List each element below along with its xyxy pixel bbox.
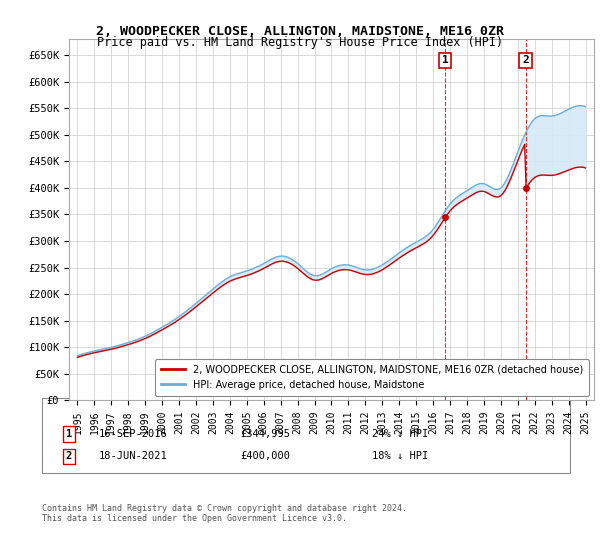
Legend: 2, WOODPECKER CLOSE, ALLINGTON, MAIDSTONE, ME16 0ZR (detached house), HPI: Avera: 2, WOODPECKER CLOSE, ALLINGTON, MAIDSTON… (155, 359, 589, 395)
Text: 16-SEP-2016: 16-SEP-2016 (99, 429, 168, 439)
Text: 2, WOODPECKER CLOSE, ALLINGTON, MAIDSTONE, ME16 0ZR: 2, WOODPECKER CLOSE, ALLINGTON, MAIDSTON… (96, 25, 504, 38)
Text: 18-JUN-2021: 18-JUN-2021 (99, 451, 168, 461)
Text: Contains HM Land Registry data © Crown copyright and database right 2024.
This d: Contains HM Land Registry data © Crown c… (42, 504, 407, 524)
Text: 24% ↓ HPI: 24% ↓ HPI (372, 429, 428, 439)
Text: Price paid vs. HM Land Registry's House Price Index (HPI): Price paid vs. HM Land Registry's House … (97, 36, 503, 49)
Text: 1: 1 (442, 55, 449, 66)
Text: 2: 2 (522, 55, 529, 66)
Text: £344,995: £344,995 (240, 429, 290, 439)
Text: 18% ↓ HPI: 18% ↓ HPI (372, 451, 428, 461)
Text: 2: 2 (66, 451, 72, 461)
Text: £400,000: £400,000 (240, 451, 290, 461)
Text: 1: 1 (66, 429, 72, 439)
